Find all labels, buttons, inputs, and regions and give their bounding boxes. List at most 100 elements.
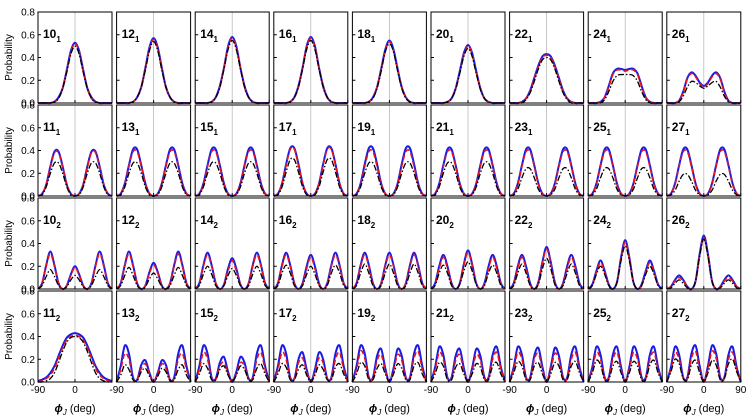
panel-label-sub: 2	[449, 221, 454, 230]
panel-label-sub: 1	[607, 35, 612, 44]
x-axis-label: ϕJ (deg)	[290, 403, 331, 417]
x-tick-label: 0	[544, 385, 550, 396]
curve	[666, 80, 741, 104]
curve	[116, 149, 191, 197]
curve	[430, 251, 506, 290]
x-axis-label: ϕJ (deg)	[526, 403, 567, 417]
x-axis-label-symbol: ϕ	[369, 403, 377, 415]
panel-label-sub: 1	[292, 35, 297, 44]
x-axis-label: ϕJ (deg)	[133, 403, 174, 417]
x-axis-label-unit: (deg)	[538, 403, 567, 415]
panel-label-sub: 2	[528, 314, 533, 323]
x-axis-label: ϕJ (deg)	[369, 403, 410, 417]
panel-label-sub: 2	[528, 221, 533, 230]
panel-label-main: 22	[515, 27, 529, 41]
curve	[430, 149, 506, 197]
y-tick-label: 0.0	[21, 378, 35, 389]
panel: 201	[430, 11, 506, 105]
curve	[666, 350, 742, 383]
panel-label: 251	[593, 120, 611, 137]
x-tick-label: 0	[308, 385, 314, 396]
panel: 141	[194, 11, 270, 105]
panel-label-sub: 2	[214, 314, 219, 323]
panel-label: 141	[200, 27, 218, 44]
panel: 191	[351, 104, 427, 198]
x-tick-label: 0	[387, 385, 393, 396]
panel-label: 102	[43, 213, 61, 230]
curve	[115, 252, 192, 290]
curve	[37, 269, 113, 290]
x-tick-label: -90	[267, 385, 282, 396]
panel-label-sub: 2	[685, 314, 690, 323]
y-tick-label: 0.0	[21, 285, 35, 296]
y-tick-label: 0.2	[21, 262, 35, 273]
panel-label-main: 20	[436, 213, 450, 227]
x-axis-label-unit: (deg)	[381, 403, 410, 415]
panel: -90 0 132 ϕJ (deg)	[109, 290, 192, 417]
panel-label: 182	[357, 213, 375, 230]
panel-label: 252	[593, 306, 611, 323]
curve	[194, 362, 270, 383]
panel-label-main: 13	[122, 306, 136, 320]
x-tick-label: -90	[345, 385, 360, 396]
x-tick-label: -90	[424, 385, 439, 396]
panel-label: 181	[357, 27, 375, 44]
panel-label-main: 18	[357, 213, 371, 227]
x-axis-label-unit: (deg)	[303, 403, 332, 415]
panel: 202	[430, 197, 506, 291]
panel: 162	[272, 197, 349, 291]
panel: 151	[194, 104, 270, 198]
panel: 261	[666, 11, 742, 105]
x-axis-label-sub: J	[140, 408, 146, 417]
x-tick-label: -90	[660, 385, 675, 396]
curve	[508, 245, 585, 290]
curve	[666, 238, 741, 291]
panel-label: 111	[43, 120, 61, 137]
y-tick-label: 0.8	[21, 101, 35, 112]
x-axis-label-symbol: ϕ	[212, 403, 220, 415]
panel-label-main: 10	[43, 27, 57, 41]
curve	[509, 360, 585, 383]
curve	[273, 254, 349, 290]
curve	[37, 250, 113, 291]
panel-label-main: 19	[357, 306, 371, 320]
panel-label-main: 19	[357, 120, 371, 134]
panel: 0.0 0.2 0.4 0.6 0.8 -90 0 112 Probability ϕJ (deg…	[4, 287, 113, 417]
panel: 271	[666, 104, 742, 198]
x-axis-label-sub: J	[219, 408, 225, 417]
panel: 0.0 0.2 0.4 0.6 0.8 102 Probability	[4, 194, 113, 296]
panel-label: 132	[122, 306, 140, 323]
x-axis-label-sub: J	[533, 408, 539, 417]
panel-label-sub: 1	[56, 128, 61, 137]
panel-label-sub: 1	[135, 128, 140, 137]
curve	[430, 249, 506, 291]
curve	[588, 68, 663, 104]
panel-label-main: 21	[436, 306, 450, 320]
curve	[666, 149, 742, 197]
x-tick-label: 0	[622, 385, 628, 396]
panel-label-sub: 2	[135, 314, 140, 323]
panel-label-main: 16	[279, 213, 293, 227]
x-axis-label-symbol: ϕ	[526, 403, 534, 415]
curve	[351, 254, 428, 290]
x-axis-label-unit: (deg)	[460, 403, 489, 415]
panel-label-sub: 2	[449, 314, 454, 323]
panel-label: 222	[515, 213, 533, 230]
panel-label-sub: 1	[371, 128, 376, 137]
x-tick-label: -90	[502, 385, 517, 396]
panel-label-main: 27	[672, 306, 686, 320]
x-axis-label-symbol: ϕ	[54, 403, 62, 415]
panel: -90 0 212 ϕJ (deg)	[424, 290, 506, 417]
panel-label-main: 15	[200, 306, 214, 320]
panel-label-sub: 2	[135, 221, 140, 230]
panel-label: 112	[43, 306, 61, 323]
panel: 161	[273, 11, 349, 105]
panel-label-sub: 1	[449, 128, 454, 137]
panel-label: 272	[672, 306, 690, 323]
panel: 211	[430, 104, 506, 198]
curve	[587, 239, 663, 291]
x-tick-label: -90	[31, 385, 46, 396]
panel-label: 152	[200, 306, 218, 323]
x-tick-label: 0	[229, 385, 235, 396]
curve	[116, 266, 192, 290]
